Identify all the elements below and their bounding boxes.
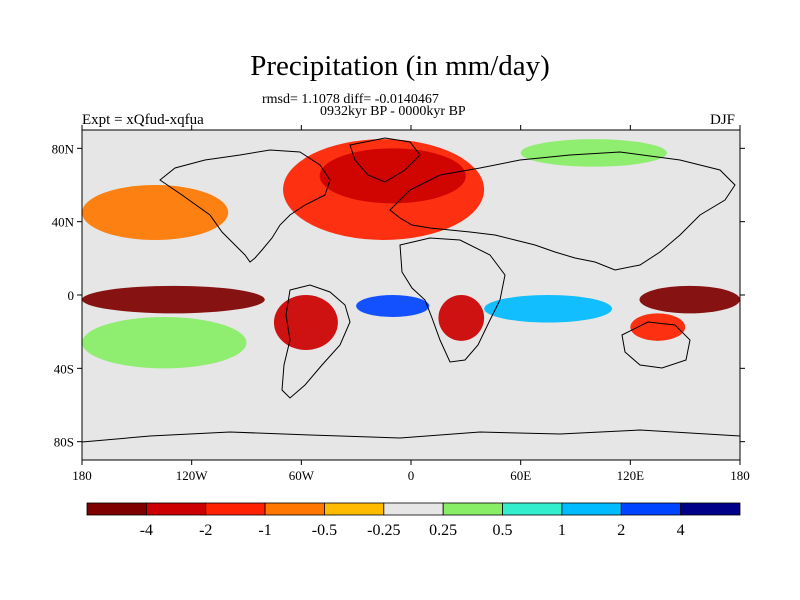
coastline-greenland [349,137,421,183]
experiment-label: Expt = xQfud-xqfua [82,112,204,128]
colorbar-label: -0.25 [367,522,400,539]
precipitation-field-layer [82,139,740,369]
coastline-africa [399,237,506,363]
x-tick-label: 0 [408,468,415,483]
colorbar-swatch [205,502,266,516]
colorbar-label: 0.25 [429,522,457,539]
colorbar-label: 2 [617,522,625,539]
x-tick-label: 60E [510,468,531,483]
colorbar-swatch [442,502,503,516]
x-tick-label: 180 [730,468,750,483]
x-tick-label: 180 [72,468,92,483]
colorbar-swatch [324,502,385,516]
colorbar-swatch [561,502,622,516]
colorbar-label: 1 [558,522,566,539]
colorbar-label: -2 [199,522,212,539]
colorbar-swatch [620,502,682,516]
period-annotation: 0932kyr BP - 0000kyr BP [320,104,466,119]
coastline-layer [82,137,740,443]
y-tick-label: 0 [68,288,75,303]
field-region-northern-australia-drying [630,313,686,341]
y-tick-label: 80N [52,141,75,156]
x-tick-label: 120W [176,468,209,483]
field-region-equatorial-atlantic-wetting [356,295,430,317]
field-region-indian-ocean-wetting [484,295,613,323]
field-region-maritime-continent-drying [639,285,740,314]
colorbar: -4 -2 -1 -0.5 -0.25 0.25 0.5 1 2 4 [86,502,741,539]
rmsd-annotation: rmsd= 1.1078 diff= -0.0140467 [262,92,439,107]
colorbar-swatch [264,502,325,516]
field-region-south-pacific-wetting [82,317,247,369]
y-tick-label: 80S [54,435,74,450]
colorbar-label: -0.5 [312,522,337,539]
coastline-north-america [159,149,331,263]
axis-ticks: 180 120W 60W 0 60E 120E 180 80N 40N 0 40S 80S [52,125,750,483]
field-region-north-pacific-drying [82,185,229,240]
colorbar-swatch [86,502,147,516]
season-label: DJF [710,112,736,128]
y-tick-label: 40N [52,215,75,230]
colorbar-label: -1 [258,522,271,539]
colorbar-swatch [145,502,207,516]
field-region-arctic-wetting [520,139,667,167]
coastline-south-america [281,284,351,399]
x-tick-label: 60W [289,468,315,483]
colorbar-label: 0.5 [493,522,513,539]
field-region-north-atlantic-strong-drying [319,148,466,204]
coastline-antarctica [82,429,740,443]
field-region-south-america-drying [273,295,338,350]
colorbar-label: -4 [140,522,153,539]
coastline-eurasia [389,151,736,271]
field-region-southern-africa-drying [438,295,485,341]
coastline-australia [621,321,691,369]
colorbar-label: 4 [677,522,685,539]
y-tick-label: 40S [54,361,74,376]
colorbar-swatch [680,502,741,516]
field-region-equatorial-pacific-drying [82,285,265,314]
colorbar-swatch [383,502,444,516]
x-tick-label: 120E [617,468,645,483]
colorbar-swatch [502,502,563,516]
map-title: Precipitation (in mm/day) [250,50,550,82]
